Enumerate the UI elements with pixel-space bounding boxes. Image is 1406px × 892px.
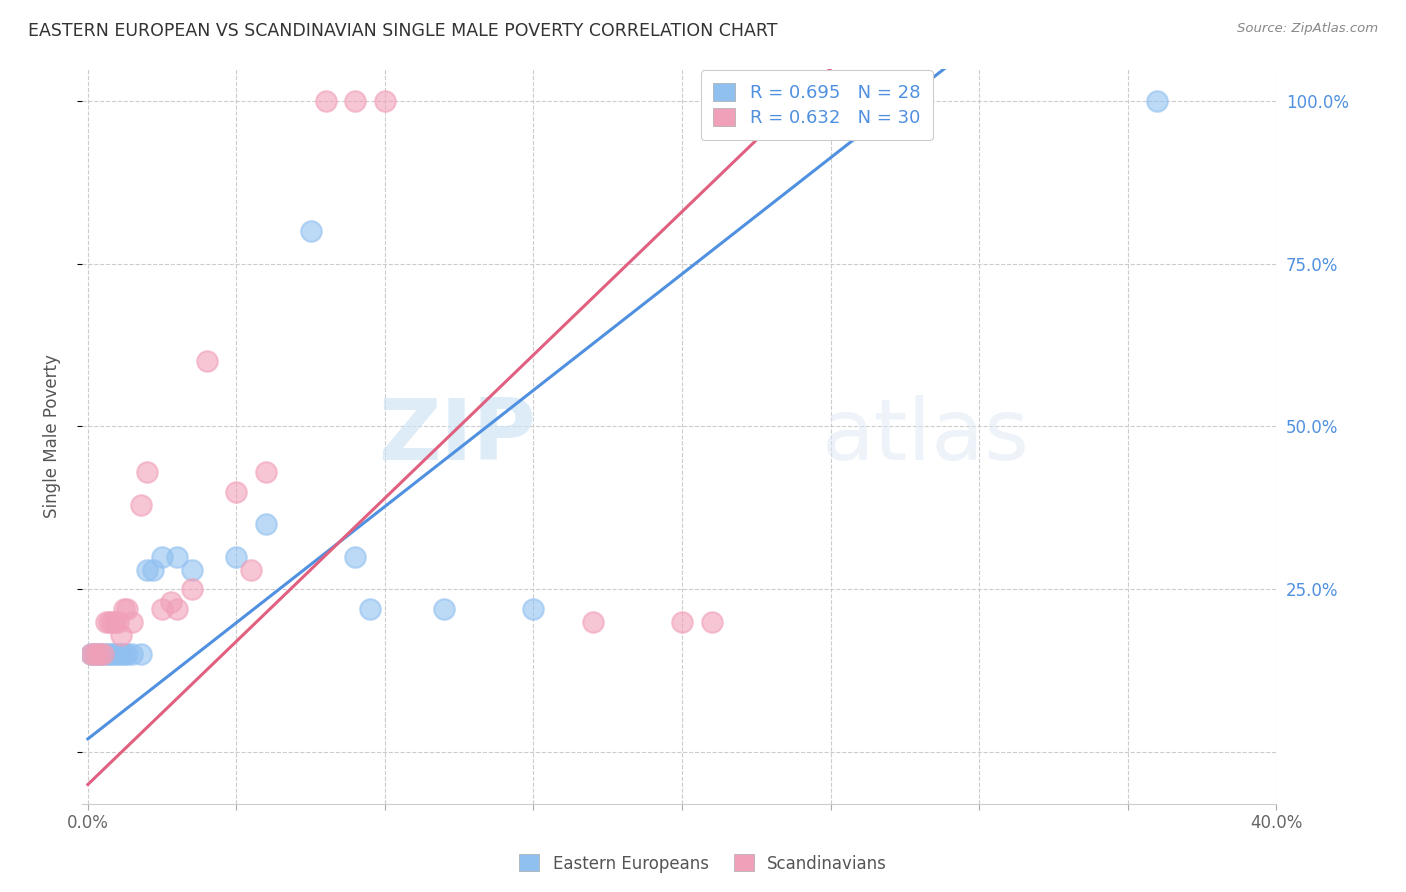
Point — [166, 549, 188, 564]
Text: Source: ZipAtlas.com: Source: ZipAtlas.com — [1237, 22, 1378, 36]
Point — [104, 615, 127, 629]
Point — [107, 615, 129, 629]
Point — [136, 465, 159, 479]
Point — [180, 563, 202, 577]
Point — [160, 595, 183, 609]
Point — [195, 354, 218, 368]
Point — [1146, 94, 1168, 108]
Point — [344, 549, 367, 564]
Legend: R = 0.695   N = 28, R = 0.632   N = 30: R = 0.695 N = 28, R = 0.632 N = 30 — [700, 70, 932, 139]
Point — [254, 517, 277, 532]
Point — [91, 648, 114, 662]
Point — [80, 648, 103, 662]
Point — [225, 484, 247, 499]
Point — [94, 615, 117, 629]
Point — [344, 94, 367, 108]
Text: atlas: atlas — [823, 395, 1031, 478]
Point — [83, 648, 105, 662]
Point — [433, 601, 456, 615]
Point — [110, 648, 132, 662]
Text: EASTERN EUROPEAN VS SCANDINAVIAN SINGLE MALE POVERTY CORRELATION CHART: EASTERN EUROPEAN VS SCANDINAVIAN SINGLE … — [28, 22, 778, 40]
Point — [142, 563, 165, 577]
Point — [374, 94, 396, 108]
Point — [121, 648, 143, 662]
Point — [299, 224, 322, 238]
Point — [89, 648, 111, 662]
Point — [121, 615, 143, 629]
Legend: Eastern Europeans, Scandinavians: Eastern Europeans, Scandinavians — [513, 847, 893, 880]
Point — [86, 648, 108, 662]
Point — [94, 648, 117, 662]
Point — [100, 648, 122, 662]
Point — [110, 628, 132, 642]
Point — [240, 563, 263, 577]
Point — [180, 582, 202, 597]
Point — [700, 615, 723, 629]
Point — [97, 648, 120, 662]
Point — [91, 648, 114, 662]
Point — [225, 549, 247, 564]
Point — [107, 648, 129, 662]
Point — [112, 601, 135, 615]
Point — [131, 498, 153, 512]
Point — [150, 601, 173, 615]
Point — [131, 648, 153, 662]
Point — [104, 648, 127, 662]
Point — [671, 615, 693, 629]
Point — [83, 648, 105, 662]
Point — [112, 648, 135, 662]
Y-axis label: Single Male Poverty: Single Male Poverty — [44, 354, 60, 518]
Point — [254, 465, 277, 479]
Point — [89, 648, 111, 662]
Point — [522, 601, 544, 615]
Point — [86, 648, 108, 662]
Point — [136, 563, 159, 577]
Point — [166, 601, 188, 615]
Point — [115, 648, 138, 662]
Point — [150, 549, 173, 564]
Point — [97, 615, 120, 629]
Point — [582, 615, 605, 629]
Point — [80, 648, 103, 662]
Point — [115, 601, 138, 615]
Point — [359, 601, 381, 615]
Point — [315, 94, 337, 108]
Text: ZIP: ZIP — [378, 395, 536, 478]
Point — [100, 615, 122, 629]
